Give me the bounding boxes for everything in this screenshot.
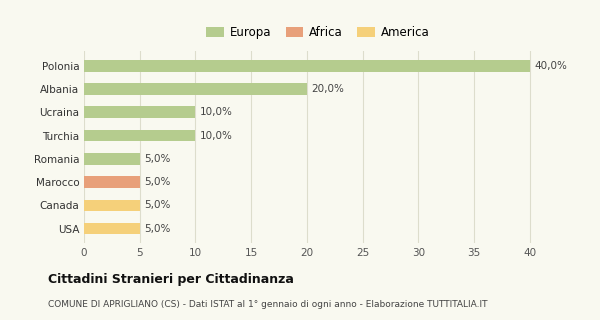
Text: 5,0%: 5,0% xyxy=(144,224,170,234)
Bar xyxy=(84,130,196,141)
Text: 10,0%: 10,0% xyxy=(200,131,233,140)
Text: 5,0%: 5,0% xyxy=(144,177,170,187)
Bar xyxy=(84,153,140,165)
Text: 40,0%: 40,0% xyxy=(534,61,567,71)
Text: COMUNE DI APRIGLIANO (CS) - Dati ISTAT al 1° gennaio di ogni anno - Elaborazione: COMUNE DI APRIGLIANO (CS) - Dati ISTAT a… xyxy=(48,300,487,309)
Text: 20,0%: 20,0% xyxy=(311,84,344,94)
Legend: Europa, Africa, America: Europa, Africa, America xyxy=(203,22,433,43)
Bar xyxy=(84,176,140,188)
Text: 5,0%: 5,0% xyxy=(144,200,170,210)
Bar xyxy=(84,223,140,235)
Bar xyxy=(84,83,307,95)
Bar xyxy=(84,107,196,118)
Bar xyxy=(84,200,140,211)
Text: 10,0%: 10,0% xyxy=(200,107,233,117)
Text: Cittadini Stranieri per Cittadinanza: Cittadini Stranieri per Cittadinanza xyxy=(48,273,294,286)
Bar xyxy=(84,60,530,72)
Text: 5,0%: 5,0% xyxy=(144,154,170,164)
